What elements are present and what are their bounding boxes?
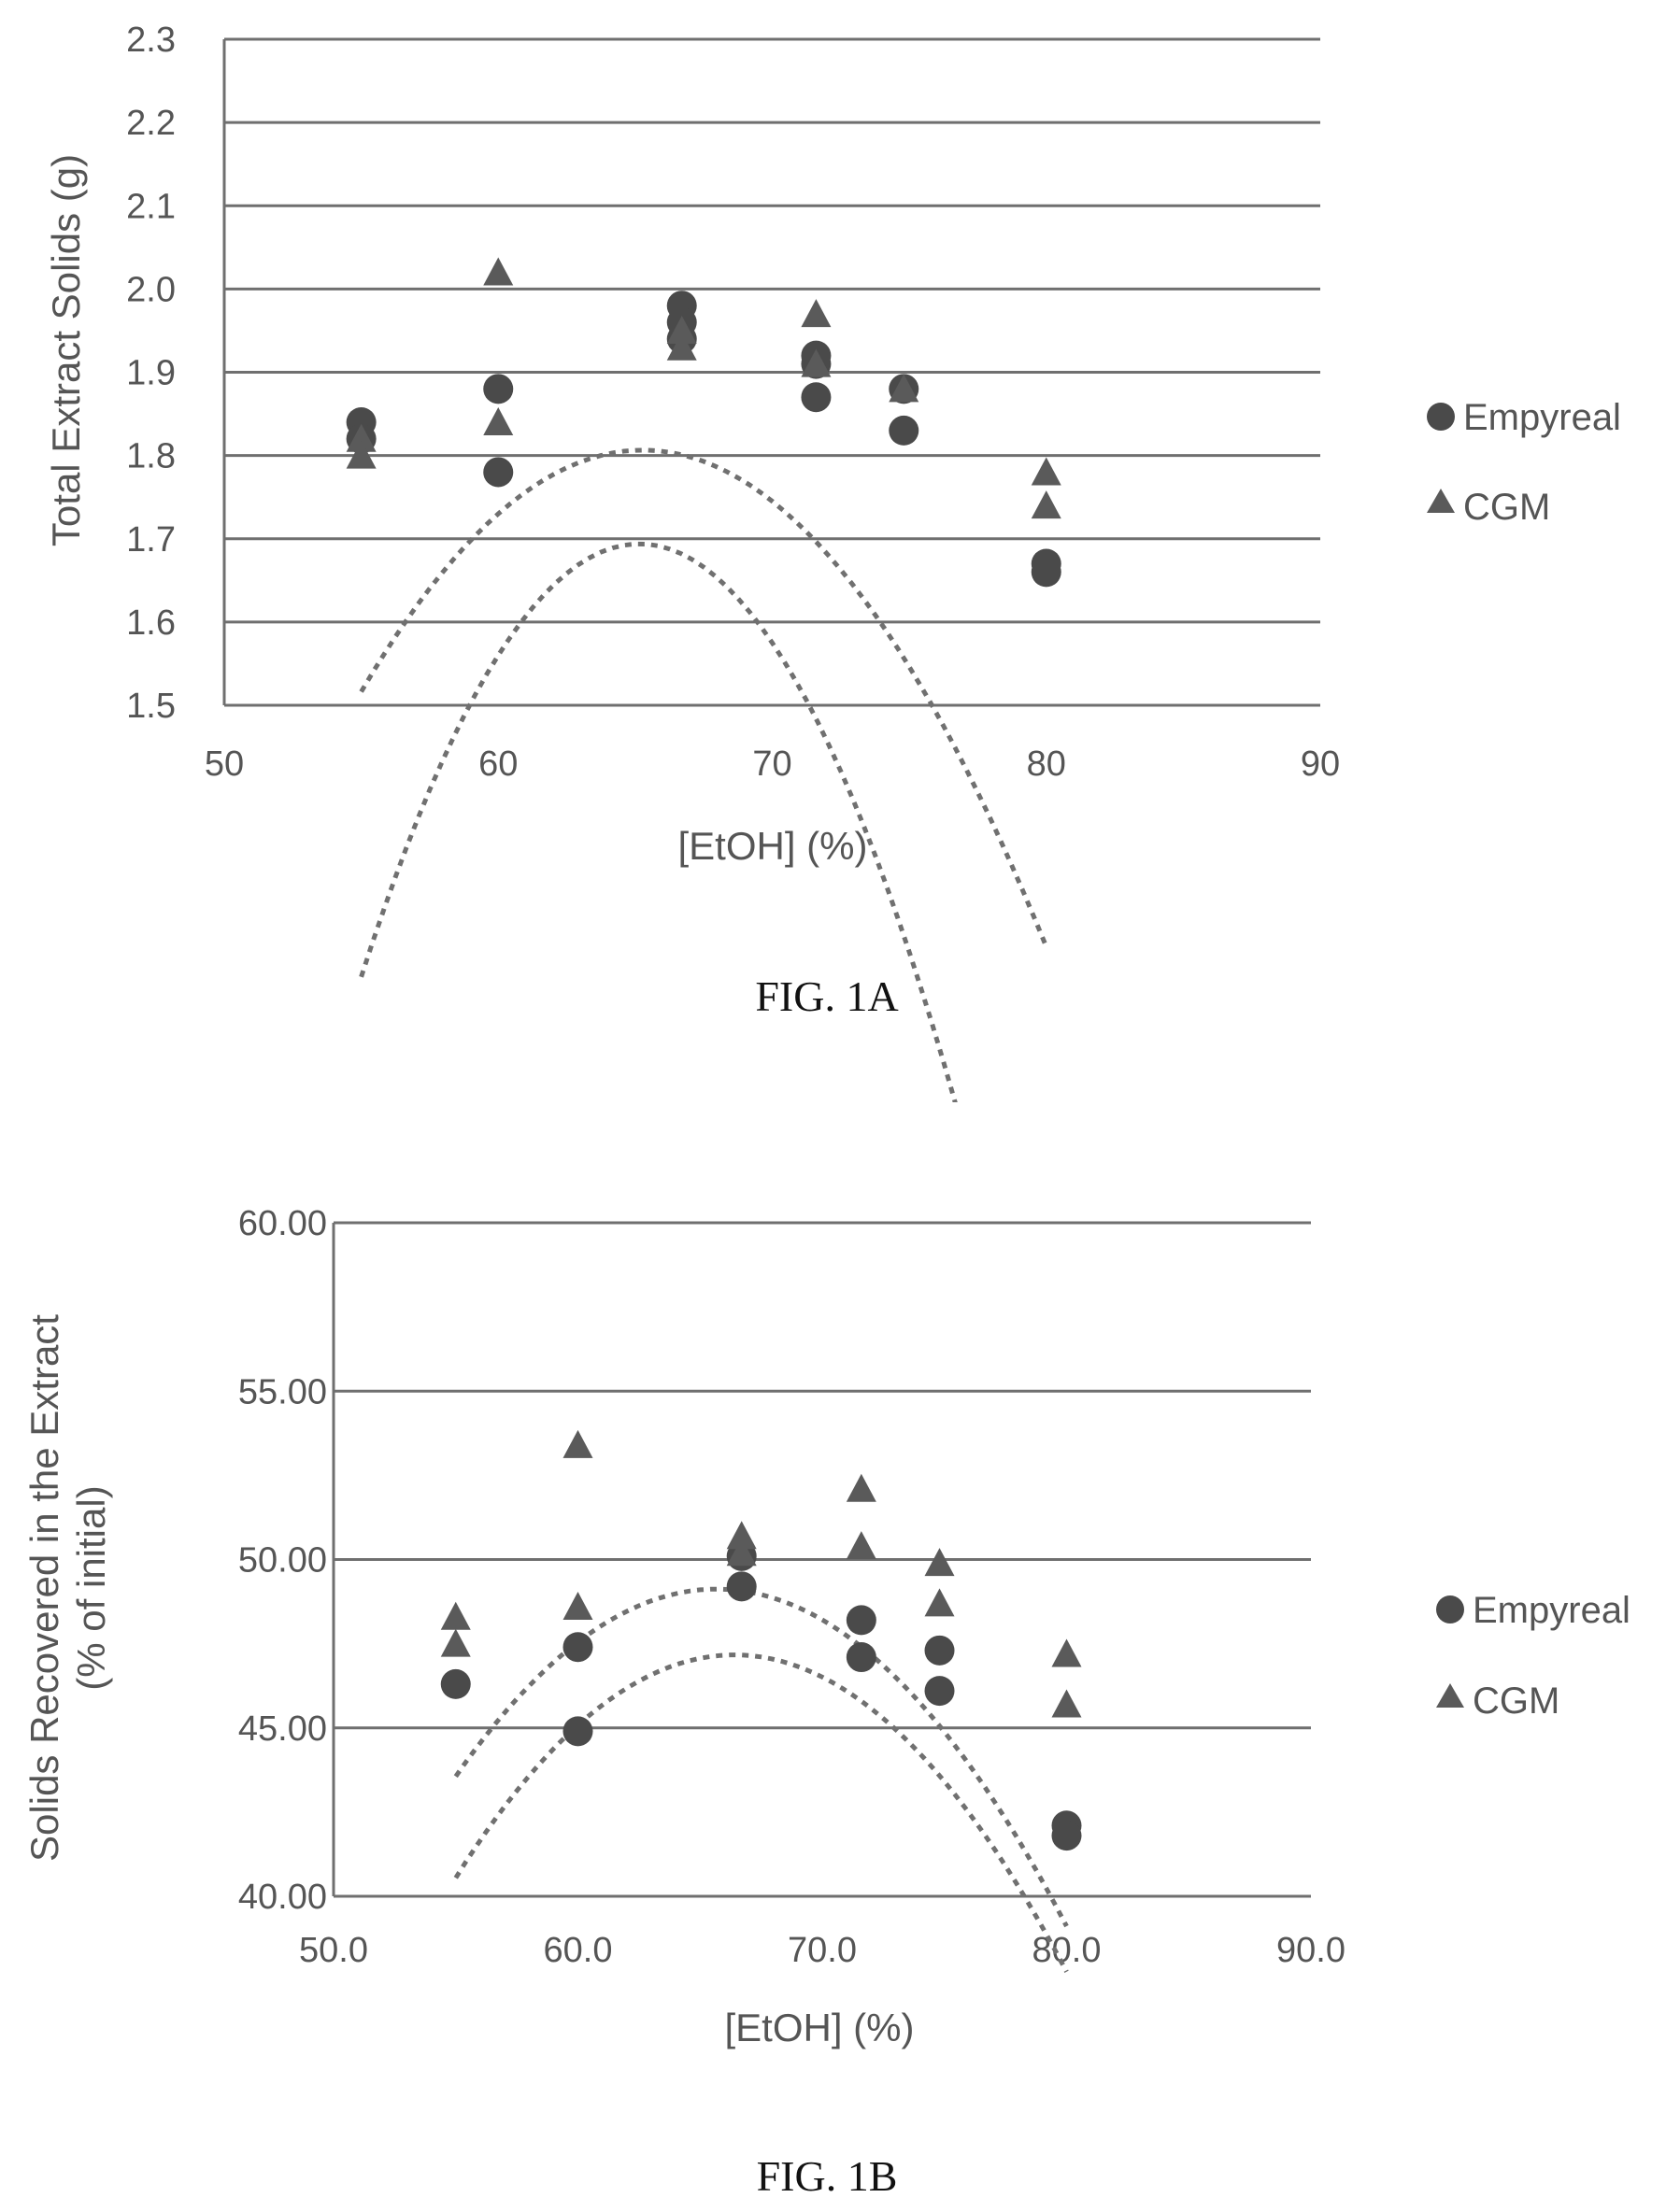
y-tick-label: 1.8 [126,437,176,476]
data-point-cgm [1031,457,1061,486]
data-point-cgm [889,374,919,403]
figure-caption: FIG. 1A [755,972,898,1020]
data-point-cgm [346,423,377,452]
data-point-empyreal [440,1668,471,1699]
data-point-empyreal [801,382,832,413]
data-point-cgm [666,332,697,361]
data-point-empyreal [889,415,919,446]
data-point-empyreal [924,1635,955,1666]
x-tick-label: 80.0 [1032,1931,1102,1970]
data-point-empyreal [846,1642,876,1673]
data-points [346,257,1061,588]
data-point-empyreal [1051,1821,1082,1851]
data-point-cgm [924,1548,955,1577]
legend-marker-cgm [1427,489,1455,513]
trendline-cgm [453,1586,1069,1928]
y-axis-label-line-2: (% of initial) [69,1485,113,1690]
x-tick-label: 60 [478,744,518,784]
y-axis-label-line-1: Solids Recovered in the Extract [22,1314,66,1862]
data-point-empyreal [924,1676,955,1707]
x-tick-labels: 50 60 70 80 90 [205,744,1340,784]
data-point-cgm [666,315,697,344]
x-tick-labels: 50.0 60.0 70.0 80.0 90.0 [299,1931,1345,1970]
data-point-cgm [801,348,832,377]
legend-label-cgm: CGM [1473,1680,1559,1722]
data-point-empyreal [483,374,514,404]
data-point-cgm [801,299,832,328]
data-point-empyreal [562,1632,593,1663]
y-tick-label: 2.1 [126,187,176,226]
y-tick-label: 40.00 [238,1878,327,1917]
x-axis-label: [EtOH] (%) [677,824,867,868]
chart-fig-1b: 40.00 45.00 50.00 55.00 60.00 50.0 60.0 70.0 80… [22,1204,1630,2200]
data-points [440,1429,1082,1851]
x-tick-label: 70 [752,744,791,784]
y-tick-label: 1.7 [126,520,176,560]
legend: Empyreal CGM [1427,397,1621,528]
x-tick-label: 70.0 [788,1931,857,1970]
data-point-cgm [440,1601,471,1630]
data-point-cgm [483,257,514,286]
grid-lines [222,37,1320,707]
y-axis-label: Total Extract Solids (g) [44,154,88,546]
data-point-cgm [846,1531,876,1560]
x-tick-label: 60.0 [544,1931,613,1970]
data-point-empyreal [726,1571,757,1602]
data-point-cgm [1051,1638,1082,1667]
data-point-empyreal [483,457,514,488]
x-tick-label: 80 [1027,744,1066,784]
data-point-cgm [562,1591,593,1620]
trendline-cgm [359,447,1049,948]
x-tick-label: 90 [1301,744,1340,784]
x-axis-label: [EtOH] (%) [724,2006,914,2049]
trendline-empyreal [359,541,958,1102]
y-tick-label: 1.5 [126,687,176,726]
trendlines [453,1586,1069,1973]
x-tick-label: 50.0 [299,1931,368,1970]
y-tick-label: 60.00 [238,1204,327,1243]
legend-label-empyreal: Empyreal [1473,1590,1630,1631]
grid-lines [332,1221,1311,1898]
y-tick-label: 2.0 [126,270,176,309]
y-tick-label: 1.9 [126,354,176,393]
data-point-cgm [483,406,514,435]
y-tick-labels: 40.00 45.00 50.00 55.00 60.00 [238,1204,327,1917]
legend-marker-empyreal [1427,403,1455,431]
data-point-cgm [846,1473,876,1502]
data-point-cgm [346,440,377,469]
legend-label-cgm: CGM [1463,487,1550,528]
data-point-empyreal [1031,557,1061,588]
y-tick-label: 1.6 [126,603,176,643]
data-point-cgm [726,1521,757,1550]
legend-marker-cgm [1436,1683,1464,1708]
data-point-cgm [726,1538,757,1567]
data-point-cgm [924,1588,955,1617]
trendlines [359,447,1049,1102]
data-point-empyreal [562,1716,593,1747]
data-point-cgm [1031,490,1061,519]
y-tick-label: 50.00 [238,1541,327,1581]
data-point-empyreal [846,1605,876,1636]
y-tick-labels: 1.5 1.6 1.7 1.8 1.9 2.0 2.1 2.2 2.3 [126,21,176,726]
chart-fig-1a: 1.5 1.6 1.7 1.8 1.9 2.0 2.1 2.2 2.3 50 60 70 80 90 T… [44,21,1621,1102]
y-tick-label: 55.00 [238,1372,327,1411]
trendline-empyreal [453,1652,1069,1973]
data-point-cgm [440,1628,471,1657]
x-tick-label: 50 [205,744,244,784]
y-tick-label: 45.00 [238,1709,327,1749]
figure-caption: FIG. 1B [757,2152,898,2200]
legend: Empyreal CGM [1436,1590,1630,1722]
x-tick-label: 90.0 [1276,1931,1345,1970]
y-tick-label: 2.3 [126,21,176,60]
legend-label-empyreal: Empyreal [1463,397,1621,438]
data-point-cgm [1051,1689,1082,1718]
legend-marker-empyreal [1436,1595,1464,1624]
y-tick-label: 2.2 [126,104,176,143]
data-point-cgm [562,1429,593,1458]
